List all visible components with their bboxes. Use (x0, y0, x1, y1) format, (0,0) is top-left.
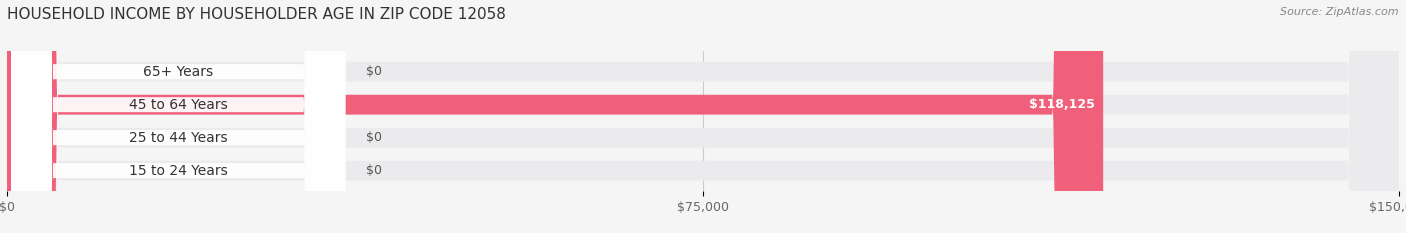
Text: 15 to 24 Years: 15 to 24 Years (129, 164, 228, 178)
FancyBboxPatch shape (7, 0, 1399, 233)
Text: 65+ Years: 65+ Years (143, 65, 214, 79)
FancyBboxPatch shape (11, 0, 346, 233)
Text: $0: $0 (366, 164, 382, 177)
Text: Source: ZipAtlas.com: Source: ZipAtlas.com (1281, 7, 1399, 17)
FancyBboxPatch shape (7, 0, 1399, 233)
FancyBboxPatch shape (11, 0, 346, 233)
FancyBboxPatch shape (7, 0, 1104, 233)
FancyBboxPatch shape (11, 0, 346, 233)
Text: 25 to 44 Years: 25 to 44 Years (129, 131, 228, 145)
FancyBboxPatch shape (7, 0, 1399, 233)
Text: $118,125: $118,125 (1029, 98, 1095, 111)
FancyBboxPatch shape (11, 0, 346, 233)
Text: $0: $0 (366, 131, 382, 144)
FancyBboxPatch shape (7, 0, 1399, 233)
Text: HOUSEHOLD INCOME BY HOUSEHOLDER AGE IN ZIP CODE 12058: HOUSEHOLD INCOME BY HOUSEHOLDER AGE IN Z… (7, 7, 506, 22)
Text: 45 to 64 Years: 45 to 64 Years (129, 98, 228, 112)
Text: $0: $0 (366, 65, 382, 78)
